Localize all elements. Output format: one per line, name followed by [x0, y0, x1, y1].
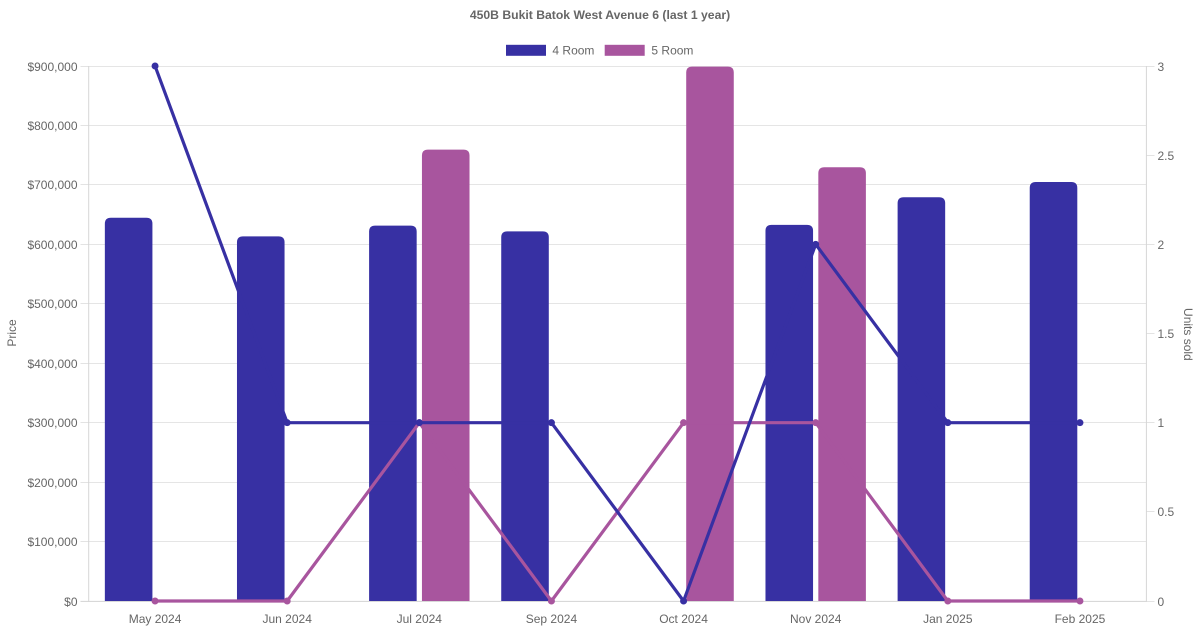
svg-text:0: 0: [1158, 595, 1165, 609]
svg-text:Oct 2024: Oct 2024: [659, 612, 708, 626]
svg-text:$600,000: $600,000: [27, 238, 77, 252]
svg-text:Jan 2025: Jan 2025: [923, 612, 973, 626]
svg-text:$500,000: $500,000: [27, 297, 77, 311]
svg-text:0.5: 0.5: [1158, 505, 1175, 519]
svg-text:$200,000: $200,000: [27, 476, 77, 490]
svg-text:$900,000: $900,000: [27, 60, 77, 74]
svg-text:2.5: 2.5: [1158, 149, 1175, 163]
svg-text:$0: $0: [64, 595, 78, 609]
svg-text:Units sold: Units sold: [1181, 308, 1195, 361]
svg-text:Jul 2024: Jul 2024: [397, 612, 443, 626]
svg-text:$700,000: $700,000: [27, 178, 77, 192]
svg-text:1: 1: [1158, 416, 1165, 430]
svg-text:4 Room: 4 Room: [552, 43, 594, 57]
svg-text:$300,000: $300,000: [27, 416, 77, 430]
svg-text:May 2024: May 2024: [129, 612, 182, 626]
svg-text:$800,000: $800,000: [27, 119, 77, 133]
svg-text:2: 2: [1158, 238, 1165, 252]
svg-text:Nov 2024: Nov 2024: [790, 612, 842, 626]
svg-text:3: 3: [1158, 60, 1165, 74]
svg-text:5 Room: 5 Room: [651, 43, 693, 57]
svg-text:Sep 2024: Sep 2024: [526, 612, 578, 626]
svg-text:450B Bukit Batok West Avenue 6: 450B Bukit Batok West Avenue 6 (last 1 y…: [470, 8, 730, 22]
svg-text:1.5: 1.5: [1158, 327, 1175, 341]
svg-text:$400,000: $400,000: [27, 357, 77, 371]
svg-text:Price: Price: [5, 319, 19, 347]
svg-text:Feb 2025: Feb 2025: [1055, 612, 1106, 626]
svg-text:$100,000: $100,000: [27, 535, 77, 549]
svg-text:Jun 2024: Jun 2024: [262, 612, 312, 626]
